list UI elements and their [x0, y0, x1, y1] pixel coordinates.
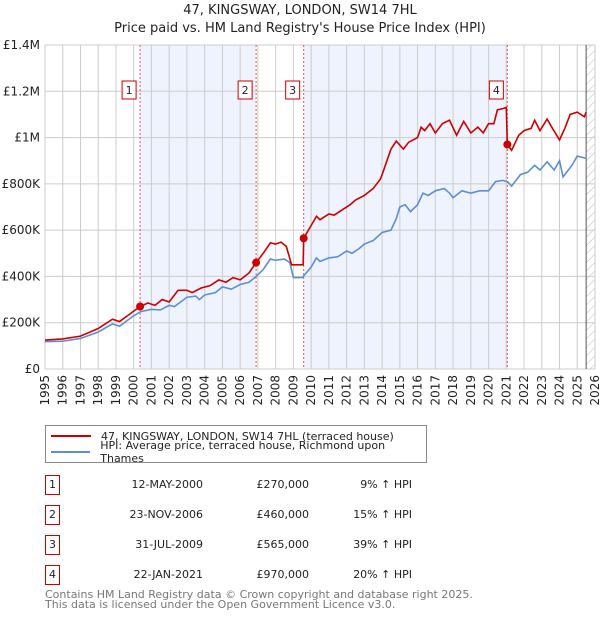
x-tick-label: 2017: [428, 375, 442, 406]
y-tick-label: £800K: [2, 177, 42, 191]
transaction-price: £565,000: [256, 538, 310, 551]
y-tick-label: £200K: [2, 316, 42, 330]
transaction-price: £270,000: [256, 478, 310, 491]
hpi-line: [44, 155, 587, 343]
x-tick-label: 2022: [517, 375, 531, 406]
x-tick-label: 2015: [393, 375, 407, 406]
legend-item-property: 47, KINGSWAY, LONDON, SW14 7HL (terraced…: [46, 428, 394, 444]
x-tick-label: 2014: [375, 375, 389, 406]
x-tick-label: 2007: [251, 375, 265, 406]
x-tick-label: 2023: [535, 375, 549, 406]
transaction-marker: 1: [45, 475, 60, 495]
transaction-row: 3 31-JUL-2009 £565,000 39% ↑ HPI: [45, 535, 465, 555]
transaction-price: £970,000: [256, 568, 310, 581]
x-tick-label: 2003: [180, 375, 194, 406]
x-tick-label: 1997: [73, 375, 87, 406]
forecast-hatch: [586, 45, 595, 369]
transaction-hpi-change: 20% ↑ HPI: [353, 568, 412, 581]
x-tick-label: 2008: [269, 375, 283, 406]
y-tick-label: £1.2M: [3, 84, 40, 98]
sale-label-box: 3: [285, 80, 301, 100]
x-tick-label: 2012: [340, 375, 354, 406]
x-tick-label: 2011: [322, 375, 336, 406]
sale-label-number: 2: [242, 84, 249, 97]
legend: 47, KINGSWAY, LONDON, SW14 7HL (terraced…: [45, 425, 427, 465]
transaction-date: 22-JAN-2021: [133, 568, 203, 581]
transaction-price: £460,000: [256, 508, 310, 521]
y-tick-label: £600K: [2, 223, 42, 237]
transaction-row: 2 23-NOV-2006 £460,000 15% ↑ HPI: [45, 505, 465, 525]
x-tick-label: 2001: [144, 375, 158, 406]
x-tick-label: 2005: [215, 375, 229, 406]
transaction-marker: 3: [45, 535, 60, 555]
x-tick-label: 2010: [304, 375, 318, 406]
legend-label-property: 47, KINGSWAY, LONDON, SW14 7HL (terraced…: [101, 429, 394, 443]
sale-point: [252, 258, 261, 267]
x-tick-label: 1999: [109, 375, 123, 406]
y-tick-label: £0: [25, 362, 40, 376]
transaction-marker: 2: [45, 505, 60, 525]
x-tick-label: 2006: [233, 375, 247, 406]
sale-label-number: 1: [126, 84, 133, 97]
transaction-hpi-change: 39% ↑ HPI: [353, 538, 412, 551]
x-tick-label: 2013: [357, 375, 371, 406]
legend-item-hpi: HPI: Average price, terraced house, Rich…: [46, 439, 426, 465]
legend-swatch-hpi: [51, 451, 91, 453]
sale-period-band: [140, 45, 257, 369]
property-price-line: [44, 106, 587, 341]
footer: Contains HM Land Registry data © Crown c…: [45, 588, 473, 611]
sale-period-band: [303, 45, 508, 369]
sale-label-box: 2: [237, 80, 253, 100]
sale-label-border: [285, 80, 301, 100]
transaction-hpi-change: 15% ↑ HPI: [353, 508, 412, 521]
sale-point: [503, 140, 512, 149]
sale-label-border: [488, 80, 504, 100]
legend-label-hpi: HPI: Average price, terraced house, Rich…: [100, 439, 386, 465]
x-tick-label: 2019: [464, 375, 478, 406]
transaction-date: 31-JUL-2009: [135, 538, 203, 551]
x-tick-label: 2000: [127, 375, 141, 406]
y-tick-label: £400K: [2, 269, 42, 283]
y-tick-label: £1.4M: [3, 38, 40, 52]
sale-label-box: 4: [488, 80, 504, 100]
x-tick-label: 2024: [553, 375, 567, 406]
sale-label-border: [237, 80, 253, 100]
sale-label-border: [121, 80, 137, 100]
x-tick-label: 2020: [482, 375, 496, 406]
transaction-date: 12-MAY-2000: [131, 478, 203, 491]
x-tick-label: 2002: [162, 375, 176, 406]
sale-label-number: 3: [289, 84, 296, 97]
x-tick-label: 2016: [411, 375, 425, 406]
chart-subtitle: Price paid vs. HM Land Registry's House …: [114, 21, 486, 36]
sale-point: [299, 234, 308, 243]
x-tick-label: 1998: [91, 375, 105, 406]
transaction-hpi-change: 9% ↑ HPI: [360, 478, 412, 491]
x-tick-label: 2018: [446, 375, 460, 406]
x-tick-label: 2004: [198, 375, 212, 406]
chart-title: 47, KINGSWAY, LONDON, SW14 7HL: [183, 3, 417, 18]
transaction-date: 23-NOV-2006: [129, 508, 203, 521]
transaction-row: 1 12-MAY-2000 £270,000 9% ↑ HPI: [45, 475, 465, 495]
x-tick-label: 1995: [38, 375, 52, 406]
x-tick-label: 2025: [570, 375, 584, 406]
sale-label-number: 4: [493, 84, 500, 97]
x-tick-label: 2009: [286, 375, 300, 406]
transaction-marker: 4: [45, 565, 60, 585]
price-chart: 1995 1996 1997 1998 1999 2000 2001 2002 2003 2004…: [2, 38, 600, 406]
footer-line-1: Contains HM Land Registry data © Crown c…: [45, 588, 473, 601]
sale-label-box: 1: [121, 80, 137, 100]
y-tick-label: £1M: [14, 131, 40, 145]
transaction-row: 4 22-JAN-2021 £970,000 20% ↑ HPI: [45, 565, 465, 585]
sale-point: [136, 302, 145, 311]
legend-swatch-property: [51, 435, 91, 437]
x-tick-label: 1996: [56, 375, 70, 406]
x-tick-label: 2021: [499, 375, 513, 406]
x-tick-label: 2026: [588, 375, 600, 406]
footer-line-2: This data is licensed under the Open Gov…: [45, 598, 396, 611]
